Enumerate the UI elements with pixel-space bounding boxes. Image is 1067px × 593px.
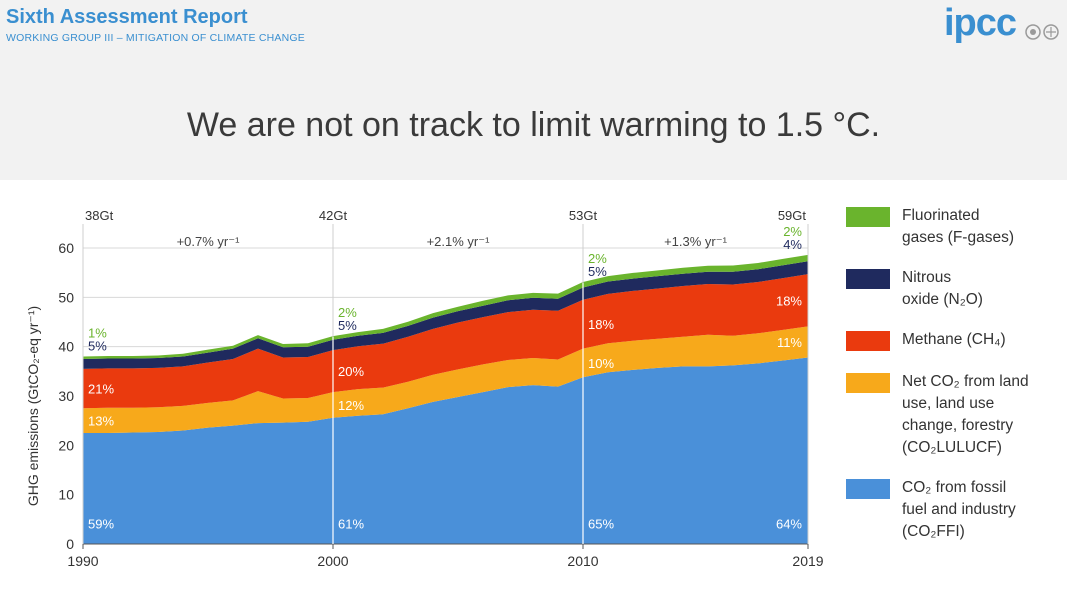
total-label-2000: 42Gt: [319, 208, 348, 223]
y-tick-label-20: 20: [58, 437, 74, 453]
area-series-3: [83, 261, 808, 369]
total-label-1990: 38Gt: [85, 208, 114, 223]
legend-swatch: [846, 373, 890, 393]
share-label-ffi-2010: 65%: [588, 516, 614, 531]
legend-label: Net CO₂ from land use, land use change, …: [902, 373, 1029, 456]
share-label-fgas-2000: 2%: [338, 305, 357, 320]
y-tick-label-60: 60: [58, 240, 74, 256]
share-label-lulucf-1990: 13%: [88, 414, 114, 429]
x-tick-label-2019: 2019: [792, 553, 823, 569]
x-tick-label-2010: 2010: [567, 553, 598, 569]
share-label-ffi-1990: 59%: [88, 516, 114, 531]
y-axis-title: GHG emissions (GtCO₂-eq yr⁻¹): [25, 306, 41, 506]
total-label-2010: 53Gt: [569, 208, 598, 223]
area-series-4: [83, 254, 808, 359]
headline: We are not on track to limit warming to …: [186, 106, 881, 144]
legend-swatch: [846, 479, 890, 499]
legend-item: Nitrous oxide (N₂O): [846, 267, 1052, 311]
report-subtitle: WORKING GROUP III – MITIGATION OF CLIMAT…: [6, 32, 305, 44]
y-tick-label-50: 50: [58, 289, 74, 305]
share-label-n2o-1990: 5%: [88, 339, 107, 354]
y-tick-label-40: 40: [58, 339, 74, 355]
share-label-lulucf-2019: 11%: [777, 335, 802, 350]
legend-label: Fluorinated gases (F-gases): [902, 207, 1014, 246]
legend-label: Methane (CH₄): [902, 331, 1006, 348]
y-tick-label-30: 30: [58, 388, 74, 404]
x-tick-label-1990: 1990: [67, 553, 98, 569]
share-label-n2o-2000: 5%: [338, 318, 357, 333]
legend-item: Fluorinated gases (F-gases): [846, 205, 1052, 249]
area-series-1: [83, 326, 808, 433]
growth-rate-label-1990: +0.7% yr⁻¹: [177, 234, 241, 249]
share-label-n2o-2010: 5%: [588, 264, 607, 279]
legend-swatch: [846, 207, 890, 227]
legend-swatch: [846, 331, 890, 351]
share-label-lulucf-2010: 10%: [588, 356, 614, 371]
x-tick-label-2000: 2000: [317, 553, 348, 569]
y-tick-label-0: 0: [66, 536, 74, 552]
report-title: Sixth Assessment Report: [6, 6, 248, 28]
share-label-ch4-2019: 18%: [776, 293, 802, 308]
share-label-ch4-2000: 20%: [338, 364, 364, 379]
legend-swatch: [846, 269, 890, 289]
ipcc-logo: ipcc: [944, 2, 1017, 44]
growth-rate-label-2010: +1.3% yr⁻¹: [664, 234, 728, 249]
area-series-2: [83, 274, 808, 409]
growth-rate-label-2000: +2.1% yr⁻¹: [427, 234, 491, 249]
share-label-fgas-2019: 2%: [783, 224, 802, 239]
total-label-2019: 59Gt: [778, 208, 807, 223]
area-series-0: [83, 357, 808, 544]
share-label-ch4-2010: 18%: [588, 317, 614, 332]
share-label-ch4-1990: 21%: [88, 382, 114, 397]
legend-item: Methane (CH₄): [846, 329, 1052, 351]
share-label-ffi-2019: 64%: [776, 516, 802, 531]
share-label-fgas-1990: 1%: [88, 326, 107, 341]
y-tick-label-10: 10: [58, 487, 74, 503]
share-label-ffi-2000: 61%: [338, 516, 364, 531]
legend-label: Nitrous oxide (N₂O): [902, 269, 983, 308]
share-label-lulucf-2000: 12%: [338, 398, 364, 413]
emissions-chart-svg: 0 10 20 30 40 50 60 38Gt 42Gt 53Gt 59Gt +0.7% yr⁻¹ +…: [25, 208, 824, 569]
share-label-fgas-2010: 2%: [588, 251, 607, 266]
un-emblem-icon: [1025, 24, 1059, 40]
emissions-chart: 0 10 20 30 40 50 60 38Gt 42Gt 53Gt 59Gt +0.7% yr⁻¹ +…: [0, 180, 830, 588]
share-label-n2o-2019: 4%: [783, 237, 802, 252]
header-band: Sixth Assessment Report WORKING GROUP II…: [0, 0, 1067, 180]
legend-item: CO₂ from fossil fuel and industry (CO₂FF…: [846, 477, 1052, 543]
legend-label: CO₂ from fossil fuel and industry (CO₂FF…: [902, 479, 1016, 540]
legend-item: Net CO₂ from land use, land use change, …: [846, 371, 1052, 459]
